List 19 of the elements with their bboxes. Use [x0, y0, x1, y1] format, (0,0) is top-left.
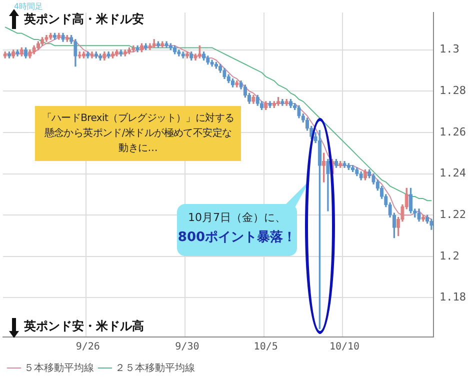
y-tick-label: 1.24	[440, 166, 466, 180]
annotation: 英ポンド安・米ドル高	[24, 318, 144, 335]
x-tick-label: 9/30	[175, 342, 200, 353]
y-tick-label: 1.22	[440, 208, 466, 221]
x-tick-label: 10/10	[329, 342, 360, 353]
annotation: 「ハードBrexit（ブレグジット）」に対する懸念から英ポンド/米ドルが極めて不安定な動きに…	[35, 106, 241, 161]
x-tick-label: 10/5	[254, 342, 278, 353]
annotation: 英ポンド高・米ドル安	[24, 11, 144, 28]
y-tick-label: 1.28	[440, 84, 466, 97]
annotation: 10月7日（金）に、	[187, 210, 287, 225]
legend-label: ２５本移動平均線	[115, 362, 195, 374]
y-tick-label: 1.2	[440, 249, 460, 262]
y-tick-label: 1.26	[440, 125, 466, 138]
legend-label: ５本移動平均線	[24, 362, 94, 374]
annotation: 800ポイント暴落！	[177, 229, 297, 246]
text: 4時間足	[14, 1, 44, 12]
x-tick-label: 9/26	[76, 342, 100, 353]
y-tick-label: 1.18	[440, 290, 466, 304]
y-tick-label: 1.3	[440, 42, 460, 56]
